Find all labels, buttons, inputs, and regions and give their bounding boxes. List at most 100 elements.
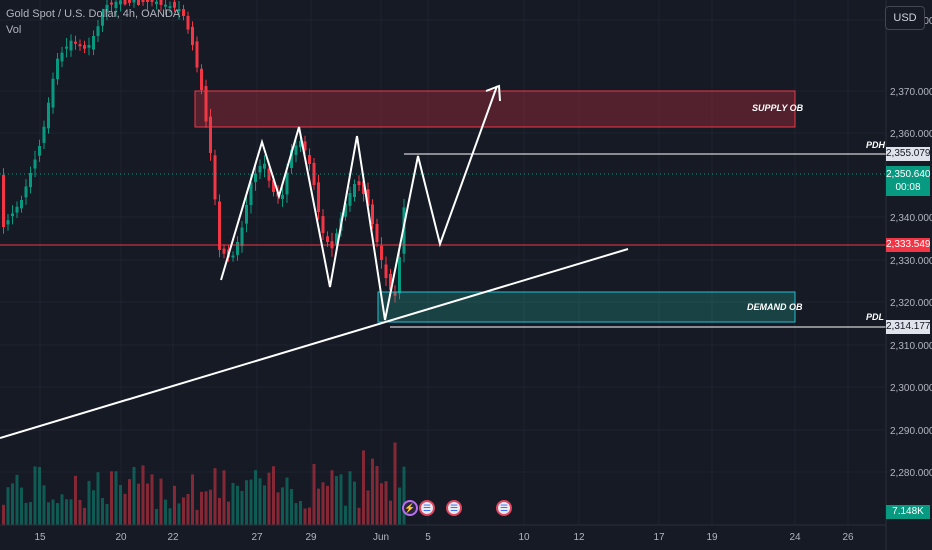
volume-bar xyxy=(402,466,406,525)
volume-value-tag: 7.148K xyxy=(886,505,930,519)
candle-body xyxy=(353,184,356,198)
volume-bar xyxy=(353,481,356,525)
candle-body xyxy=(209,116,212,153)
pdh-label: PDH xyxy=(866,140,886,150)
demand-zone-label: DEMAND OB xyxy=(747,302,803,312)
time-axis[interactable]: 15 20 22 27 29 Jun 5 10 12 17 19 24 26 xyxy=(34,532,854,543)
candlestick-series xyxy=(2,0,406,303)
candle-body xyxy=(375,223,379,242)
zigzag-projection[interactable] xyxy=(220,85,498,321)
volume-bar xyxy=(177,503,181,525)
candle-body xyxy=(213,155,217,200)
supply-zone-label: SUPPLY OB xyxy=(752,103,804,113)
candle-body xyxy=(186,15,190,30)
volume-bar xyxy=(375,466,379,525)
currency-button[interactable]: USD xyxy=(885,6,925,30)
candle-body xyxy=(11,213,14,217)
time-tick-label: 27 xyxy=(251,532,263,543)
price-tick-label: 2,320.000 xyxy=(890,298,932,309)
volume-bar xyxy=(222,470,226,525)
volume-bar xyxy=(321,482,325,525)
volume-bar xyxy=(236,485,239,525)
candle-body xyxy=(236,242,239,255)
grid-lines xyxy=(0,0,886,525)
candle-body xyxy=(272,180,275,192)
candle-body xyxy=(285,172,289,195)
time-tick-label: 10 xyxy=(518,532,530,543)
price-tick-label: 2,280.000 xyxy=(890,468,932,479)
volume-bar xyxy=(69,499,73,525)
price-tick-label: 2,360.000 xyxy=(890,129,932,140)
us-flag-icon[interactable]: ☰ xyxy=(496,500,512,516)
trendline[interactable] xyxy=(0,248,629,439)
volume-bar xyxy=(254,470,257,525)
candle-body xyxy=(231,255,235,258)
volume-bar xyxy=(218,497,221,525)
candle-body xyxy=(222,248,226,254)
candle-body xyxy=(326,236,329,242)
lightning-icon[interactable]: ⚡ xyxy=(402,500,418,516)
arrow-head xyxy=(485,84,501,102)
candle-body xyxy=(258,165,262,173)
price-tick-label: 2,310.000 xyxy=(890,341,932,352)
candle-body xyxy=(114,1,118,9)
volume-bar xyxy=(155,508,158,525)
time-tick-label: Jun xyxy=(373,532,389,543)
volume-bar xyxy=(249,479,253,525)
candle-body xyxy=(69,40,73,51)
last-price-tag: 2,350.640 00:08 xyxy=(886,166,931,196)
candle-body xyxy=(303,141,307,151)
candle-body xyxy=(245,205,248,224)
volume-bar xyxy=(105,504,109,525)
price-tick-label: 2,300.000 xyxy=(890,383,932,394)
volume-bar xyxy=(119,485,122,525)
demand-zone[interactable] xyxy=(377,291,796,323)
candle-body xyxy=(281,195,284,200)
pdl-price-tag: 2,314.177 xyxy=(886,320,931,334)
volume-bar xyxy=(6,487,10,525)
candle-body xyxy=(168,6,172,9)
symbol-title[interactable]: Gold Spot / U.S. Dollar, 4h, OANDA xyxy=(6,8,181,20)
candle-body xyxy=(159,0,163,5)
candle-body xyxy=(42,126,46,143)
price-tick-label: 2,370.000 xyxy=(890,87,932,98)
price-tick-label: 2,340.000 xyxy=(890,213,932,224)
volume-bar xyxy=(92,490,95,525)
candle-body xyxy=(150,0,154,2)
volume-bar xyxy=(60,494,64,525)
volume-bar xyxy=(164,499,167,525)
time-tick-label: 20 xyxy=(115,532,127,543)
volume-bar xyxy=(209,489,212,525)
candle-body xyxy=(200,68,203,90)
volume-bar xyxy=(326,485,329,525)
volume-bar xyxy=(371,458,374,525)
candle-body xyxy=(357,181,361,185)
candle-body xyxy=(308,155,311,164)
time-tick-label: 26 xyxy=(842,532,854,543)
time-tick-label: 15 xyxy=(34,532,46,543)
candle-body xyxy=(191,26,194,45)
volume-bar xyxy=(65,499,68,525)
us-flag-icon[interactable]: ☰ xyxy=(419,500,435,516)
candle-body xyxy=(83,45,86,49)
volume-bar xyxy=(42,485,46,525)
candle-body xyxy=(218,201,221,250)
volume-bar xyxy=(200,491,203,525)
volume-bar xyxy=(123,493,127,525)
volume-bar xyxy=(191,474,194,525)
candle-body xyxy=(393,292,397,296)
volume-bar xyxy=(308,507,311,525)
volume-bar xyxy=(146,483,149,525)
candle-body xyxy=(195,41,199,68)
volume-bar xyxy=(245,480,248,525)
volume-bar xyxy=(339,474,343,525)
volume-bar xyxy=(290,488,293,525)
time-tick-label: 5 xyxy=(425,532,431,543)
volume-bar xyxy=(47,502,50,525)
volume-bar xyxy=(380,483,383,525)
supply-zone[interactable] xyxy=(194,90,796,128)
bar-countdown: 00:08 xyxy=(895,182,921,193)
time-tick-label: 29 xyxy=(305,532,317,543)
us-flag-icon[interactable]: ☰ xyxy=(446,500,462,516)
